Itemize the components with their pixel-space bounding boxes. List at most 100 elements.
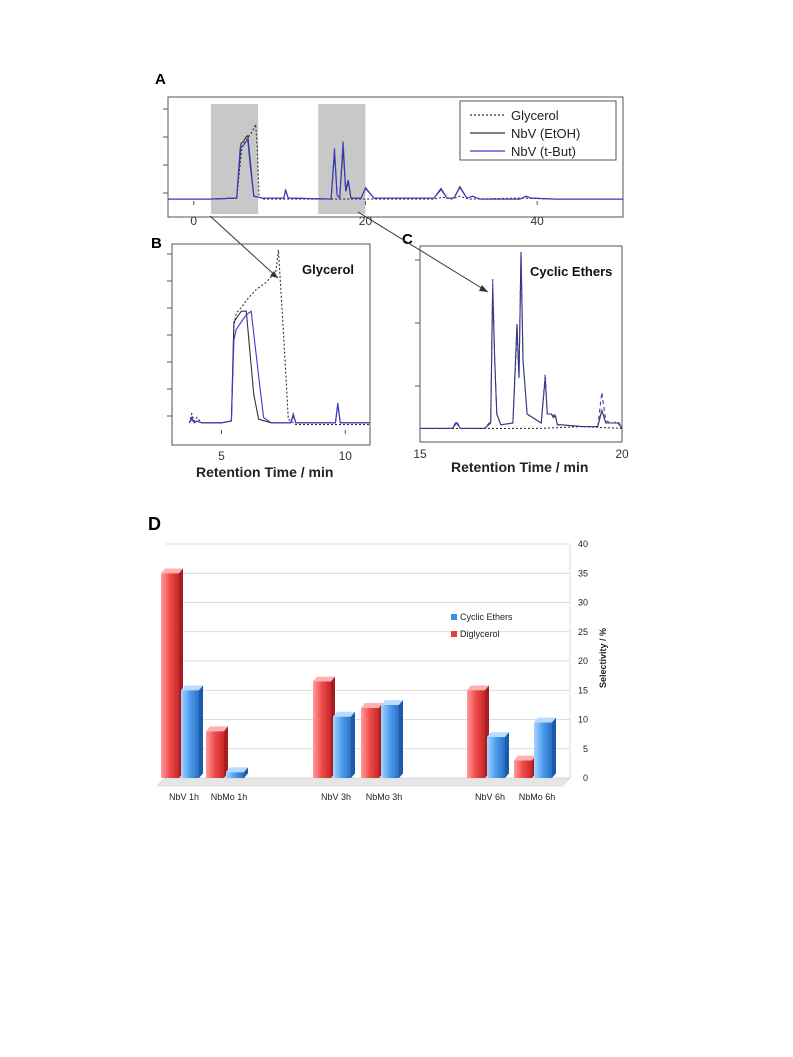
panel-b-title: Glycerol (302, 262, 354, 277)
legend-entry: Cyclic Ethers (460, 612, 513, 622)
panel-b-frame (171, 243, 371, 446)
zoom-arrowhead-cyclic (479, 285, 488, 292)
series-line-nbv-t-but (168, 139, 623, 200)
legend-entry: Diglycerol (460, 629, 500, 639)
panel-a-chromatogram: 0 20 40 Glycerol NbV (EtOH) NbV (t-But) (163, 96, 624, 228)
bar-side-cyclic-ethers (351, 711, 355, 778)
bar-diglycerol (313, 681, 331, 778)
panel-d-floor (156, 777, 571, 787)
legend-box (459, 100, 617, 161)
bar-diglycerol (206, 731, 224, 778)
bar-diglycerol (467, 690, 485, 778)
zoom-arrow-glycerol (209, 215, 279, 279)
panel-a-x-ticks: 0 20 40 (190, 201, 544, 228)
bar-top-cyclic-ethers (534, 717, 556, 723)
category-label: NbV 1h (169, 792, 199, 802)
panel-d-bars (161, 568, 556, 778)
panel-a-series (168, 123, 623, 200)
panel-letter-d: D (148, 514, 161, 534)
panel-c-series (420, 251, 623, 429)
panel-c-x-axis-title: Retention Time / min (451, 459, 588, 475)
y-tick-label: 30 (578, 598, 588, 608)
bar-cyclic-ethers (534, 722, 552, 778)
bar-side-diglycerol (224, 726, 228, 778)
panel-c-title: Cyclic Ethers (530, 264, 612, 279)
panel-letter-a: A (155, 71, 166, 88)
bar-side-cyclic-ethers (244, 767, 248, 778)
panel-b-glycerol-zoom: 5 10 Glycerol Retention Time / min (167, 243, 371, 480)
bar-top-cyclic-ethers (487, 732, 509, 738)
bar-top-cyclic-ethers (381, 700, 403, 705)
panel-b-y-ticks (167, 253, 172, 417)
bar-top-diglycerol (206, 726, 228, 732)
panel-d-category-labels: NbV 1h NbMo 1h NbV 3h NbMo 3h NbV 6h NbMo 6h (169, 792, 555, 802)
panel-d-legend: Cyclic Ethers Diglycerol (451, 612, 513, 639)
x-tick-label: 40 (530, 214, 544, 228)
bar-side-cyclic-ethers (399, 700, 403, 778)
bar-top-diglycerol (313, 676, 335, 682)
panel-a-legend: Glycerol NbV (EtOH) NbV (t-But) (459, 100, 617, 161)
category-label: NbMo 3h (366, 792, 403, 802)
y-tick-label: 10 (578, 715, 588, 725)
panel-b-series (188, 249, 370, 426)
bar-side-cyclic-ethers (199, 685, 203, 778)
bar-top-cyclic-ethers (226, 767, 248, 773)
zoom-arrows (209, 211, 489, 293)
y-tick-label: 0 (583, 773, 588, 783)
bar-cyclic-ethers (181, 690, 199, 778)
panel-a-frame (167, 96, 624, 218)
x-tick-label: 15 (413, 447, 427, 461)
zoom-arrow-cyclic (357, 211, 489, 293)
y-tick-label: 35 (578, 568, 588, 578)
y-tick-label: 15 (578, 685, 588, 695)
legend-swatch (451, 614, 457, 620)
panel-c-x-ticks: 15 20 (413, 432, 629, 461)
bar-side-cyclic-ethers (552, 717, 556, 778)
bar-top-diglycerol (361, 703, 383, 708)
panel-b-x-axis-title: Retention Time / min (196, 464, 333, 480)
x-tick-label: 5 (218, 449, 225, 463)
bar-cyclic-ethers (226, 772, 244, 778)
category-label: NbV 3h (321, 792, 351, 802)
legend-swatch (451, 631, 457, 637)
bar-cyclic-ethers (381, 704, 399, 778)
legend-entry: NbV (t-But) (511, 144, 576, 159)
panel-c-cyclic-ethers-zoom: 15 20 Cyclic Ethers Retention Time / min (413, 245, 629, 475)
y-tick-label: 5 (583, 744, 588, 754)
bar-side-cyclic-ethers (505, 732, 509, 778)
panel-c-y-ticks (415, 259, 420, 387)
series-line-nbv-etoh (188, 310, 370, 424)
bar-diglycerol (361, 707, 379, 778)
bar-top-cyclic-ethers (333, 711, 355, 717)
panel-d-y-axis-title: Selectivity / % (598, 628, 608, 688)
category-label: NbV 6h (475, 792, 505, 802)
bar-diglycerol (514, 760, 532, 778)
panel-c-frame (419, 245, 623, 443)
shaded-region (210, 104, 259, 214)
panel-b-x-ticks: 5 10 (218, 430, 352, 463)
series-line-nbv-t-but (188, 310, 370, 424)
bar-top-cyclic-ethers (181, 685, 203, 691)
bar-cyclic-ethers (487, 737, 505, 778)
x-tick-label: 0 (190, 214, 197, 228)
legend-entry: Glycerol (511, 108, 559, 123)
x-tick-label: 10 (339, 449, 353, 463)
panel-d-bar-chart: 0 5 10 15 20 25 30 35 40 NbV 1h NbMo 1h NbV 3h NbMo… (156, 539, 608, 802)
legend-entry: NbV (EtOH) (511, 126, 580, 141)
x-tick-label: 20 (359, 214, 373, 228)
chart-floor (156, 777, 571, 787)
bar-diglycerol (161, 573, 179, 778)
x-tick-label: 20 (615, 447, 629, 461)
bar-top-diglycerol (467, 685, 489, 691)
panel-a-y-ticks (163, 108, 168, 194)
panel-d-y-ticks: 0 5 10 15 20 25 30 35 40 (578, 539, 588, 783)
series-line-nbv-t-but (420, 251, 623, 429)
bar-cyclic-ethers (333, 716, 351, 778)
panel-letter-b: B (151, 235, 162, 252)
category-label: NbMo 1h (211, 792, 248, 802)
y-tick-label: 20 (578, 656, 588, 666)
bar-top-diglycerol (161, 568, 183, 574)
bar-top-diglycerol (514, 755, 536, 761)
panel-letter-c: C (402, 231, 413, 248)
